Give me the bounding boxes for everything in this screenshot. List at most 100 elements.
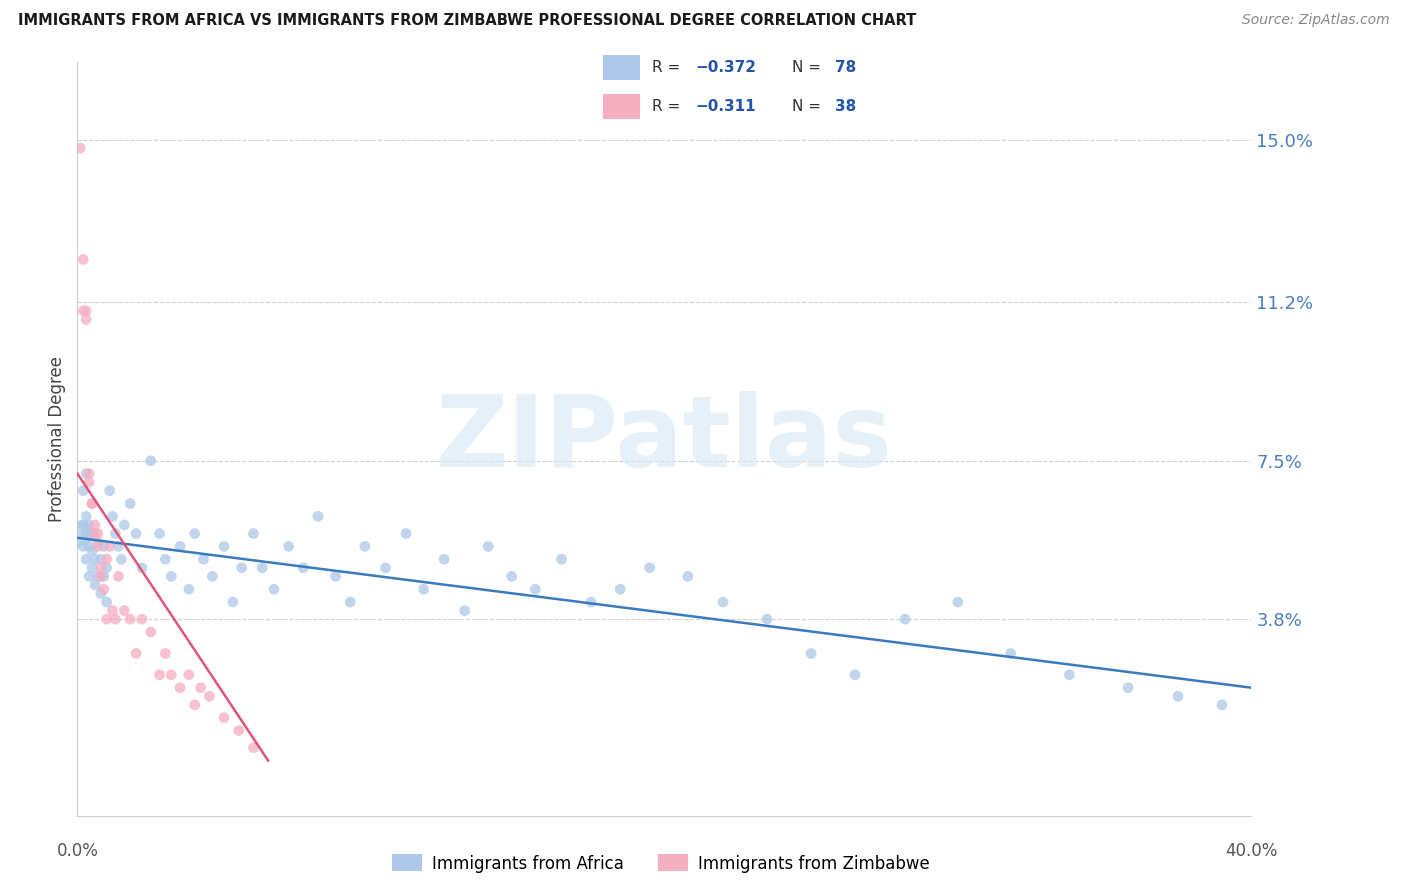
Text: 78: 78 bbox=[835, 60, 856, 75]
Point bbox=[231, 561, 253, 575]
Point bbox=[77, 475, 100, 490]
Point bbox=[120, 612, 142, 626]
Point bbox=[638, 561, 661, 575]
Point bbox=[69, 141, 91, 155]
Point bbox=[201, 569, 224, 583]
Point bbox=[177, 668, 200, 682]
Point bbox=[844, 668, 866, 682]
Text: N =: N = bbox=[792, 99, 821, 114]
Point bbox=[90, 561, 112, 575]
Point bbox=[107, 569, 129, 583]
Point bbox=[222, 595, 245, 609]
Legend: Immigrants from Africa, Immigrants from Zimbabwe: Immigrants from Africa, Immigrants from … bbox=[385, 847, 936, 880]
Point bbox=[96, 612, 118, 626]
Point bbox=[80, 497, 103, 511]
Text: Source: ZipAtlas.com: Source: ZipAtlas.com bbox=[1241, 13, 1389, 28]
FancyBboxPatch shape bbox=[603, 54, 640, 80]
Point bbox=[160, 569, 183, 583]
Point bbox=[131, 612, 153, 626]
Point bbox=[307, 509, 329, 524]
Point bbox=[93, 540, 115, 554]
Point bbox=[395, 526, 418, 541]
Point bbox=[87, 526, 110, 541]
Y-axis label: Professional Degree: Professional Degree bbox=[48, 356, 66, 523]
Point bbox=[800, 647, 823, 661]
Point bbox=[252, 561, 274, 575]
Point bbox=[756, 612, 779, 626]
FancyBboxPatch shape bbox=[603, 94, 640, 120]
Point bbox=[242, 740, 264, 755]
Point bbox=[374, 561, 396, 575]
Point bbox=[183, 526, 207, 541]
Text: R =: R = bbox=[652, 60, 681, 75]
Point bbox=[120, 497, 142, 511]
Point bbox=[110, 552, 132, 566]
Point bbox=[477, 540, 499, 554]
Point bbox=[946, 595, 969, 609]
Point bbox=[177, 582, 200, 597]
Point bbox=[609, 582, 631, 597]
Point bbox=[75, 526, 97, 541]
Point bbox=[84, 578, 107, 592]
Point bbox=[87, 569, 110, 583]
Point bbox=[93, 569, 115, 583]
Point bbox=[69, 526, 91, 541]
Point bbox=[1116, 681, 1139, 695]
Point bbox=[193, 552, 215, 566]
Point bbox=[104, 612, 127, 626]
Point bbox=[75, 303, 97, 318]
Point bbox=[107, 540, 129, 554]
Point bbox=[433, 552, 456, 566]
Point bbox=[87, 535, 110, 549]
Point bbox=[90, 569, 112, 583]
Point bbox=[169, 681, 191, 695]
Point bbox=[96, 552, 118, 566]
Point bbox=[72, 252, 94, 267]
Point bbox=[454, 604, 477, 618]
Point bbox=[98, 540, 121, 554]
Point bbox=[96, 595, 118, 609]
Point bbox=[77, 518, 100, 533]
Point bbox=[93, 582, 115, 597]
Point bbox=[339, 595, 361, 609]
Point bbox=[1059, 668, 1081, 682]
Point bbox=[112, 604, 135, 618]
Point bbox=[87, 540, 110, 554]
Point bbox=[155, 552, 177, 566]
Text: R =: R = bbox=[652, 99, 681, 114]
Point bbox=[98, 483, 121, 498]
Point bbox=[550, 552, 572, 566]
Point bbox=[72, 518, 94, 533]
Point bbox=[96, 561, 118, 575]
Point bbox=[72, 540, 94, 554]
Point bbox=[242, 526, 264, 541]
Point bbox=[125, 526, 148, 541]
Point bbox=[501, 569, 523, 583]
Point bbox=[524, 582, 547, 597]
Point bbox=[198, 690, 221, 704]
Point bbox=[412, 582, 434, 597]
Point bbox=[75, 467, 97, 481]
Point bbox=[212, 540, 235, 554]
Point bbox=[84, 552, 107, 566]
Point bbox=[84, 526, 107, 541]
Point bbox=[77, 467, 100, 481]
Point bbox=[263, 582, 285, 597]
Point bbox=[139, 625, 162, 640]
Point bbox=[190, 681, 212, 695]
Point bbox=[75, 552, 97, 566]
Point bbox=[80, 497, 103, 511]
Point bbox=[676, 569, 699, 583]
Point bbox=[183, 698, 207, 712]
Point bbox=[101, 509, 124, 524]
Point bbox=[77, 540, 100, 554]
Point bbox=[125, 647, 148, 661]
Point bbox=[354, 540, 377, 554]
Text: IMMIGRANTS FROM AFRICA VS IMMIGRANTS FROM ZIMBABWE PROFESSIONAL DEGREE CORRELATI: IMMIGRANTS FROM AFRICA VS IMMIGRANTS FRO… bbox=[18, 13, 917, 29]
Point bbox=[112, 518, 135, 533]
Text: −0.372: −0.372 bbox=[696, 60, 756, 75]
Text: ZIPatlas: ZIPatlas bbox=[436, 391, 893, 488]
Point bbox=[75, 312, 97, 326]
Point bbox=[325, 569, 347, 583]
Point bbox=[90, 586, 112, 600]
